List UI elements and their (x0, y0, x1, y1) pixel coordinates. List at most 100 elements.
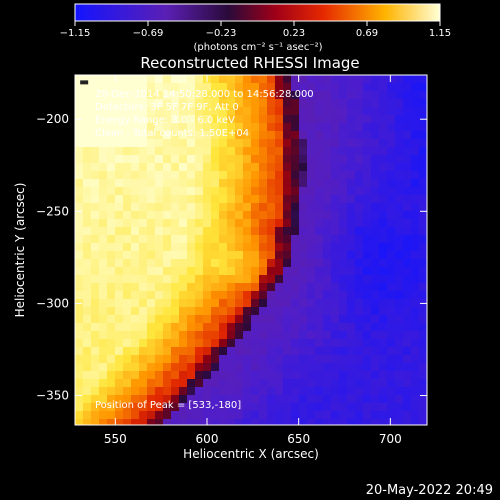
heatmap-cell (411, 179, 419, 187)
heatmap-cell (331, 99, 339, 107)
heatmap-cell (147, 299, 155, 307)
heatmap-cell (251, 219, 259, 227)
heatmap-cell (211, 243, 219, 251)
heatmap-cell (307, 179, 315, 187)
heatmap-cell (171, 403, 179, 411)
heatmap-cell (107, 283, 115, 291)
heatmap-cell (355, 275, 363, 283)
heatmap-cell (315, 203, 323, 211)
heatmap-cell (187, 91, 195, 99)
heatmap-cell (219, 283, 227, 291)
heatmap-cell (123, 227, 131, 235)
heatmap-cell (107, 219, 115, 227)
heatmap-cell (323, 123, 331, 131)
heatmap-cell (267, 83, 275, 91)
heatmap-cell (331, 147, 339, 155)
heatmap-cell (307, 203, 315, 211)
heatmap-cell (211, 107, 219, 115)
heatmap-cell (275, 371, 283, 379)
heatmap-cell (99, 211, 107, 219)
heatmap-cell (139, 363, 147, 371)
heatmap-cell (131, 195, 139, 203)
heatmap-cell (139, 147, 147, 155)
heatmap-cell (211, 91, 219, 99)
heatmap-cell (227, 171, 235, 179)
heatmap-cell (275, 131, 283, 139)
heatmap-cell (379, 259, 387, 267)
heatmap-cell (251, 339, 259, 347)
heatmap-cell (347, 227, 355, 235)
heatmap-cell (371, 275, 379, 283)
heatmap-cell (219, 147, 227, 155)
heatmap-cell (371, 107, 379, 115)
heatmap-cell (299, 139, 307, 147)
heatmap-cell (163, 123, 171, 131)
heatmap-cell (155, 395, 163, 403)
heatmap-cell (355, 75, 363, 83)
heatmap-cell (251, 251, 259, 259)
heatmap-cell (179, 155, 187, 163)
heatmap-cell (123, 411, 131, 419)
heatmap-cell (179, 267, 187, 275)
heatmap-cell (291, 419, 299, 425)
heatmap-cell (203, 275, 211, 283)
heatmap-cell (171, 179, 179, 187)
heatmap-cell (379, 179, 387, 187)
heatmap-cell (131, 91, 139, 99)
heatmap-cell (155, 331, 163, 339)
heatmap-cell (291, 411, 299, 419)
heatmap-cell (91, 363, 99, 371)
heatmap-cell (83, 91, 91, 99)
heatmap-cell (163, 307, 171, 315)
heatmap-cell (115, 99, 123, 107)
heatmap-cell (411, 419, 419, 425)
heatmap-cell (371, 227, 379, 235)
heatmap-cell (291, 339, 299, 347)
heatmap-cell (171, 259, 179, 267)
peak-marker (80, 80, 89, 85)
heatmap-cell (347, 403, 355, 411)
heatmap-cell (315, 251, 323, 259)
heatmap-cell (131, 379, 139, 387)
heatmap-cell (275, 355, 283, 363)
heatmap-cell (75, 235, 83, 243)
heatmap-cell (331, 419, 339, 425)
heatmap-cell (163, 235, 171, 243)
heatmap-cell (363, 347, 371, 355)
heatmap-cell (395, 299, 403, 307)
heatmap-cell (115, 379, 123, 387)
heatmap-cell (123, 83, 131, 91)
heatmap-cell (331, 299, 339, 307)
heatmap-cell (115, 323, 123, 331)
heatmap-cell (251, 155, 259, 163)
heatmap-cell (163, 147, 171, 155)
heatmap-cell (267, 347, 275, 355)
heatmap-cell (83, 291, 91, 299)
heatmap-cell (91, 411, 99, 419)
heatmap-cell (339, 315, 347, 323)
heatmap-cell (227, 99, 235, 107)
heatmap-cell (163, 363, 171, 371)
heatmap-cell (243, 115, 251, 123)
heatmap-cell (419, 371, 427, 379)
x-axis-ticks: 550 600 650 700 (104, 75, 402, 446)
heatmap-cell (347, 123, 355, 131)
heatmap-cell (403, 115, 411, 123)
heatmap-cell (371, 195, 379, 203)
heatmap-cell (275, 259, 283, 267)
heatmap-cell (163, 99, 171, 107)
heatmap-cell (251, 355, 259, 363)
heatmap-cell (91, 139, 99, 147)
heatmap-cell (179, 275, 187, 283)
heatmap-cell (227, 83, 235, 91)
heatmap-cell (363, 107, 371, 115)
heatmap-cell (75, 179, 83, 187)
heatmap-cell (363, 283, 371, 291)
heatmap-cell (179, 99, 187, 107)
heatmap-cell (363, 211, 371, 219)
heatmap-cell (283, 371, 291, 379)
heatmap-cell (419, 419, 427, 425)
heatmap-cell (243, 243, 251, 251)
heatmap-cell (419, 275, 427, 283)
heatmap-cell (395, 347, 403, 355)
